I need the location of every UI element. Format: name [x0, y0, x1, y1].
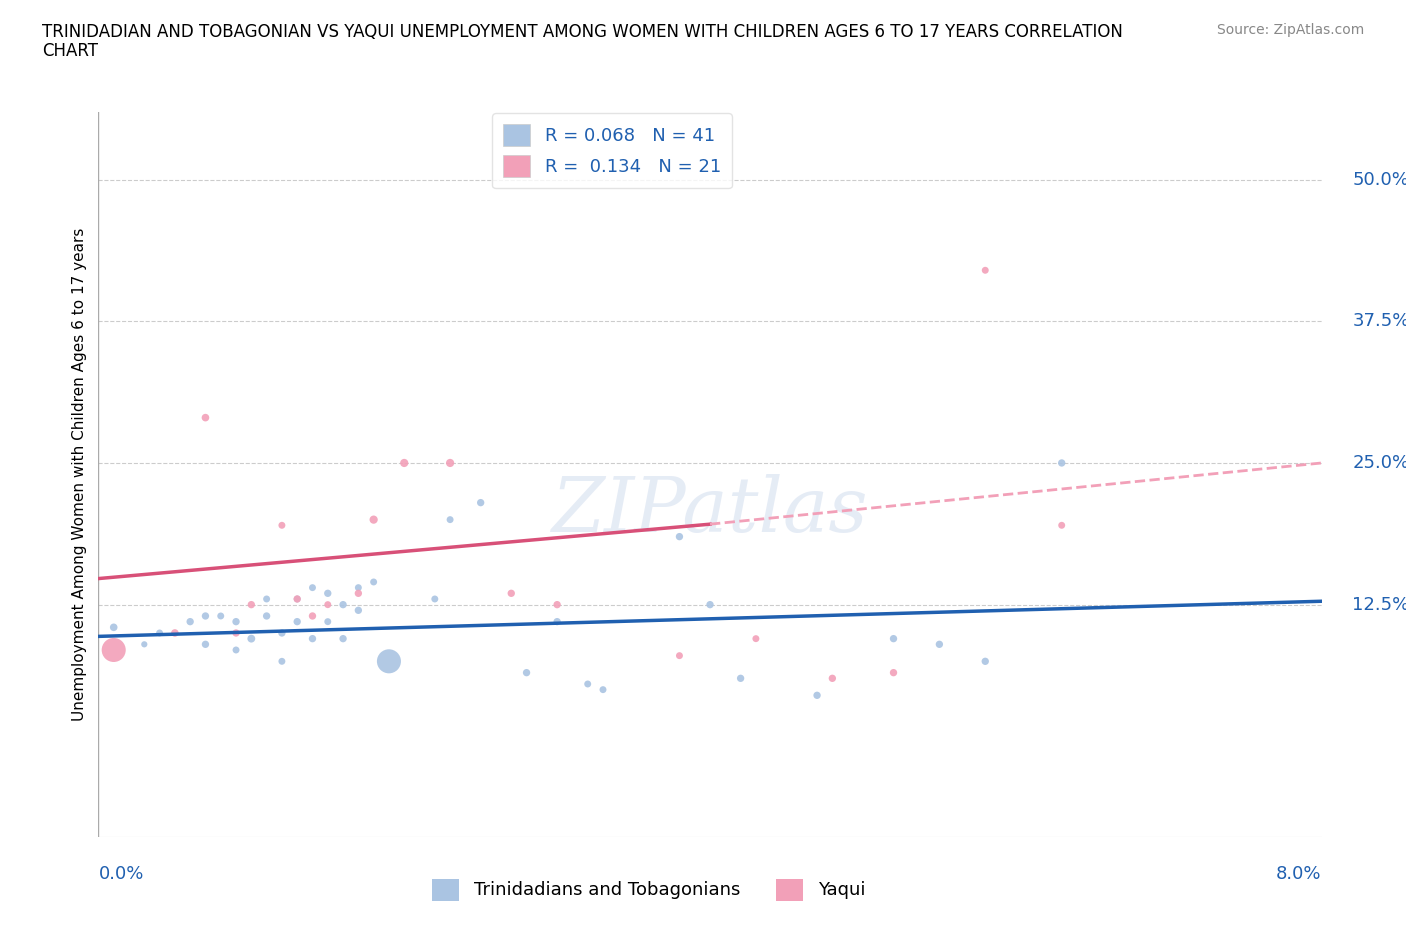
Text: Source: ZipAtlas.com: Source: ZipAtlas.com [1216, 23, 1364, 37]
Point [821, 671, 844, 685]
Point [439, 456, 461, 471]
Point [546, 614, 568, 629]
Point [134, 637, 156, 652]
Point [883, 631, 905, 646]
Point [1050, 518, 1073, 533]
Text: 50.0%: 50.0% [1353, 170, 1406, 189]
Text: TRINIDADIAN AND TOBAGONIAN VS YAQUI UNEMPLOYMENT AMONG WOMEN WITH CHILDREN AGES : TRINIDADIAN AND TOBAGONIAN VS YAQUI UNEM… [42, 23, 1123, 41]
Point [439, 512, 461, 527]
Point [392, 456, 416, 471]
Point [730, 671, 752, 685]
Point [301, 608, 323, 623]
Point [163, 626, 186, 641]
Point [194, 608, 217, 623]
Legend: R = 0.068   N = 41, R =  0.134   N = 21: R = 0.068 N = 41, R = 0.134 N = 21 [492, 113, 733, 188]
Point [332, 631, 354, 646]
Point [225, 626, 247, 641]
Point [316, 597, 339, 612]
Point [285, 614, 308, 629]
Text: 8.0%: 8.0% [1277, 865, 1322, 884]
Point [225, 643, 247, 658]
Point [806, 688, 828, 703]
Point [699, 597, 721, 612]
Point [928, 637, 950, 652]
Point [256, 608, 278, 623]
Text: 25.0%: 25.0% [1353, 454, 1406, 472]
Point [501, 586, 523, 601]
Text: 37.5%: 37.5% [1353, 312, 1406, 330]
Point [423, 591, 446, 606]
Point [285, 591, 308, 606]
Point [546, 597, 568, 612]
Point [240, 631, 263, 646]
Point [301, 631, 323, 646]
Point [316, 614, 339, 629]
Point [285, 591, 308, 606]
Point [668, 648, 690, 663]
Point [332, 597, 354, 612]
Point [347, 603, 370, 618]
Point [270, 518, 294, 533]
Point [470, 495, 492, 510]
Point [668, 529, 690, 544]
Point [745, 631, 768, 646]
Point [516, 665, 538, 680]
Point [194, 637, 217, 652]
Point [103, 620, 125, 635]
Point [240, 597, 263, 612]
Point [974, 263, 997, 278]
Point [179, 614, 201, 629]
Point [149, 626, 172, 641]
Text: 12.5%: 12.5% [1353, 595, 1406, 614]
Point [270, 626, 294, 641]
Point [576, 676, 599, 691]
Point [1050, 456, 1073, 471]
Point [103, 643, 125, 658]
Y-axis label: Unemployment Among Women with Children Ages 6 to 17 years: Unemployment Among Women with Children A… [72, 228, 87, 721]
Point [270, 654, 294, 669]
Point [301, 580, 323, 595]
Point [256, 591, 278, 606]
Point [378, 654, 401, 669]
Text: 0.0%: 0.0% [98, 865, 143, 884]
Text: ZIPatlas: ZIPatlas [551, 473, 869, 548]
Point [347, 580, 370, 595]
Point [194, 410, 217, 425]
Point [209, 608, 232, 623]
Point [225, 614, 247, 629]
Point [363, 512, 385, 527]
Point [974, 654, 997, 669]
Point [883, 665, 905, 680]
Point [347, 586, 370, 601]
Point [316, 586, 339, 601]
Point [592, 683, 614, 698]
Text: CHART: CHART [42, 42, 98, 60]
Point [363, 575, 385, 590]
